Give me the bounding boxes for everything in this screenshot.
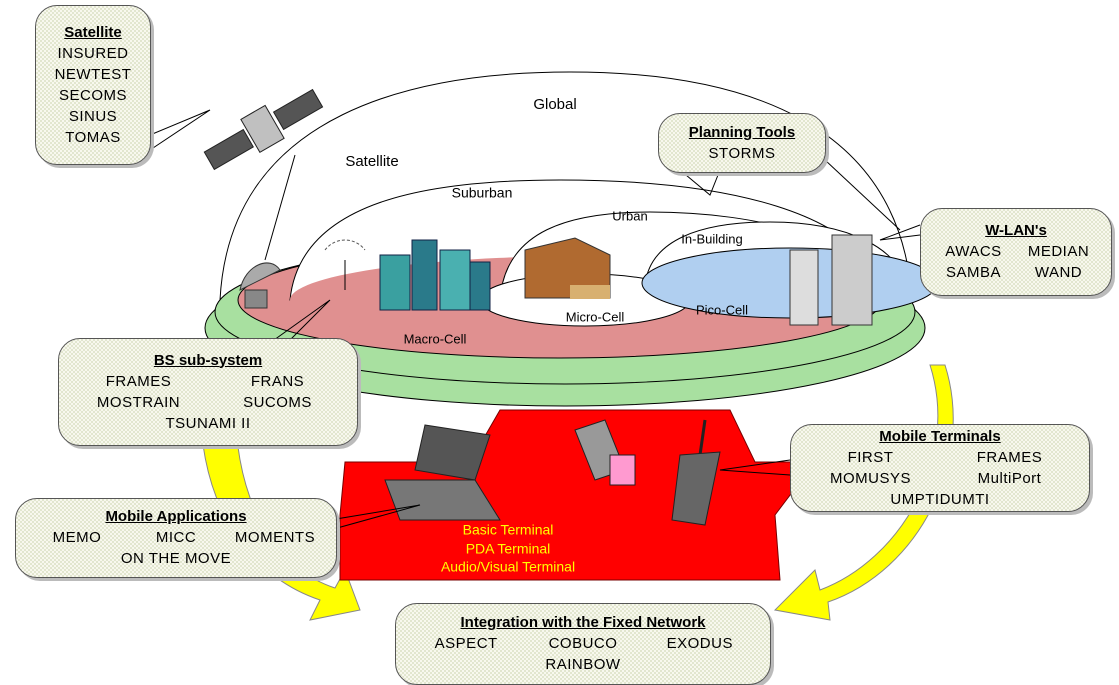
laptop	[384, 424, 501, 521]
callout-item: MEMO	[52, 529, 102, 546]
phone	[671, 419, 721, 526]
zone-label: Urban	[612, 208, 647, 223]
callout-box: Mobile Terminals FIRST FRAMES MOMUSYS MultiP…	[790, 424, 1090, 512]
callout-title: W-LAN's	[985, 222, 1047, 239]
callout-item: AWACS	[945, 243, 1002, 260]
callout-title: Planning Tools	[688, 123, 796, 141]
terminal-label: Audio/Visual Terminal	[441, 559, 575, 575]
callout-item: FRAMES	[105, 372, 172, 390]
callout-item: FRANS	[250, 372, 305, 390]
callout-item: STORMS	[708, 144, 776, 162]
sat-link	[264, 154, 296, 261]
callout-item: FRAMES	[976, 448, 1043, 466]
callout-title: Integration with the Fixed Network	[460, 614, 706, 631]
callout-item: SUCOMS	[243, 393, 312, 411]
callout-item: SAMBA	[945, 264, 1001, 281]
global-dome	[219, 71, 913, 301]
callout-box: Mobile Applications MEMO MICC MOMENTS ON THE…	[15, 498, 337, 578]
callout-title: Satellite	[64, 23, 122, 41]
callout-box: BS sub-system FRAMES FRANS MOSTRAIN SUCOMS TS…	[58, 338, 358, 446]
pda	[574, 419, 636, 486]
pico-buildings	[789, 234, 873, 326]
callout-item: MICC	[155, 529, 197, 546]
callout-item: COBUCO	[548, 635, 618, 652]
callout-item: MOMUSYS	[829, 469, 911, 487]
callout-box: Planning Tools STORMS	[658, 113, 826, 173]
terminal-label: PDA Terminal	[466, 541, 551, 557]
cell-label: Pico-Cell	[696, 302, 748, 317]
cell-label: Macro-Cell	[404, 331, 467, 346]
satellite-icon	[203, 88, 324, 171]
antennas	[239, 239, 366, 309]
zone-label: Global	[533, 96, 576, 113]
callout-item: TSUNAMI II	[165, 414, 251, 432]
zone-label: Satellite	[345, 153, 398, 170]
cell-label: Micro-Cell	[566, 309, 625, 324]
callout-item: TOMAS	[65, 128, 121, 146]
callout-item: INSURED	[57, 44, 129, 62]
callout-title: BS sub-system	[153, 351, 263, 369]
callout-item: MultiPort	[977, 469, 1042, 487]
callout-item: NEWTEST	[54, 65, 132, 83]
callout-title: Mobile Applications	[105, 508, 247, 525]
callout-item: UMPTIDUMTI	[890, 490, 990, 508]
zone-label: In-Building	[681, 231, 742, 246]
callout-item: EXODUS	[666, 635, 733, 652]
macro-buildings	[379, 239, 491, 311]
micro-building	[524, 237, 611, 299]
callout-item: ON THE MOVE	[120, 550, 232, 567]
callout-box: W-LAN's AWACS MEDIAN SAMBA WAND	[920, 208, 1112, 296]
callout-item: MOMENTS	[234, 529, 316, 546]
callout-item: SINUS	[68, 107, 118, 125]
callout-item: MEDIAN	[1027, 243, 1090, 260]
callout-item: RAINBOW	[545, 656, 621, 673]
callout-item: SECOMS	[58, 86, 127, 104]
callout-item: MOSTRAIN	[96, 393, 181, 411]
callout-tails	[149, 109, 921, 531]
callout-item: FIRST	[847, 448, 894, 466]
callout-box: Satellite INSURED NEWTEST SECOMS SINUS TOMAS	[35, 5, 151, 165]
zone-label: Suburban	[452, 185, 513, 201]
callout-box: Integration with the Fixed Network ASPECT…	[395, 603, 771, 685]
callout-item: ASPECT	[434, 635, 498, 652]
callout-title: Mobile Terminals	[879, 427, 1001, 445]
callout-item: WAND	[1034, 264, 1083, 281]
terminal-label: Basic Terminal	[463, 522, 554, 538]
